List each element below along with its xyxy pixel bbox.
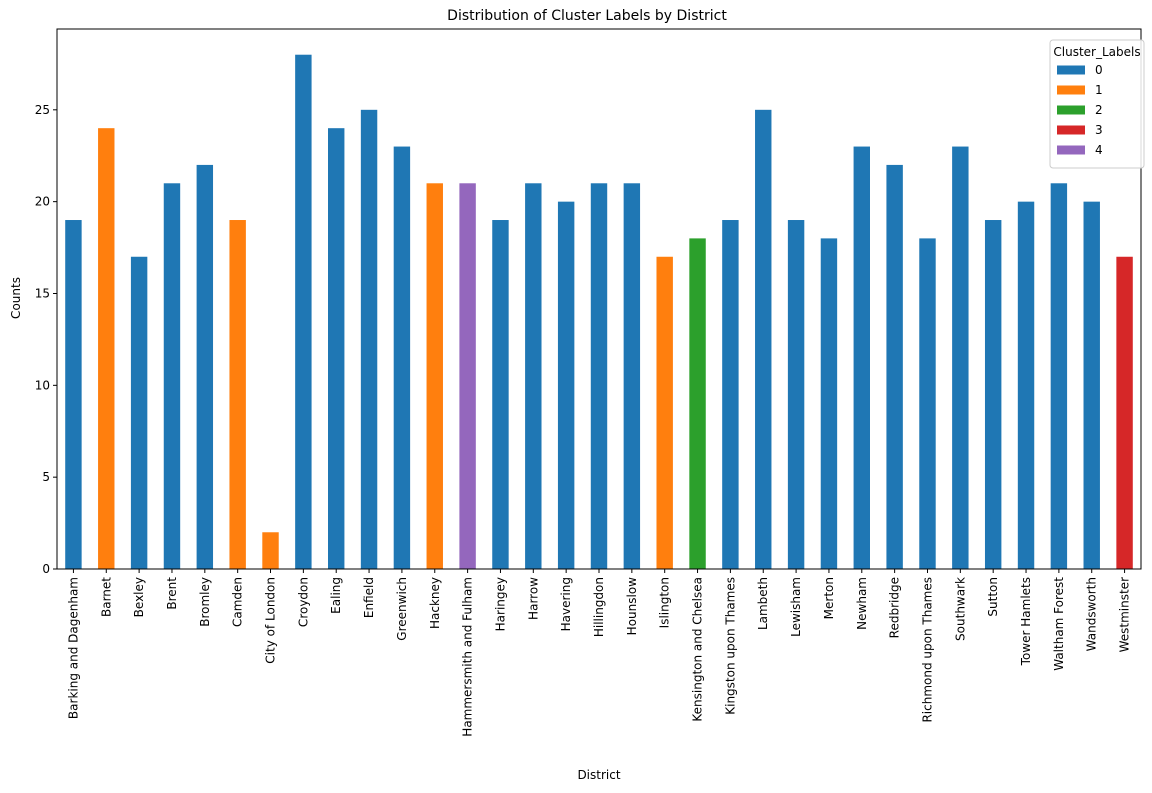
bar-25 <box>886 164 903 569</box>
bar-22 <box>787 220 805 570</box>
bar-6 <box>262 532 279 569</box>
bar-11 <box>426 183 443 570</box>
legend-label-4: 4 <box>1095 143 1103 157</box>
y-tick-label-4: 20 <box>35 195 50 209</box>
y-tick-label-3: 15 <box>35 286 50 300</box>
x-tick-label-18: Islington <box>658 577 672 628</box>
bar-0 <box>65 220 82 570</box>
bar-4 <box>196 164 214 569</box>
x-tick-label-12: Hammersmith and Fulham <box>461 577 475 737</box>
legend-swatch-0 <box>1057 65 1085 75</box>
bar-29 <box>1017 201 1035 569</box>
bar-12 <box>459 183 476 570</box>
legend-title: Cluster_Labels <box>1053 45 1140 59</box>
x-tick-label-30: Waltham Forest <box>1052 577 1066 671</box>
x-tick-label-11: Hackney <box>428 577 442 629</box>
bar-21 <box>755 109 772 569</box>
x-tick-label-31: Wandsworth <box>1085 577 1099 651</box>
x-tick-label-10: Greenwich <box>395 577 409 641</box>
bar-24 <box>853 146 870 569</box>
bar-17 <box>623 183 641 570</box>
x-tick-label-17: Hounslow <box>625 577 639 636</box>
bar-32 <box>1116 256 1133 569</box>
x-tick-labels: Barking and Dagenham Barnet Bexley Brent Bro… <box>66 569 1132 737</box>
x-tick-label-28: Sutton <box>986 577 1000 617</box>
x-tick-label-8: Ealing <box>329 577 343 614</box>
bars-group <box>65 54 1133 570</box>
x-tick-label-16: Hillingdon <box>592 577 606 637</box>
x-tick-label-20: Kingston upon Thames <box>723 577 737 715</box>
chart-title: Distribution of Cluster Labels by Distri… <box>447 8 727 24</box>
x-tick-label-25: Redbridge <box>888 577 902 638</box>
bar-15 <box>557 201 575 569</box>
y-axis-label: Counts <box>9 277 23 319</box>
legend-label-1: 1 <box>1095 83 1103 97</box>
legend-label-2: 2 <box>1095 103 1103 117</box>
legend-swatch-3 <box>1057 125 1085 135</box>
x-tick-label-9: Enfield <box>362 577 376 618</box>
x-tick-label-22: Lewisham <box>789 577 803 637</box>
legend-label-0: 0 <box>1095 63 1103 77</box>
x-tick-label-23: Merton <box>822 577 836 619</box>
bar-23 <box>820 238 838 569</box>
x-tick-label-1: Barnet <box>99 577 113 617</box>
x-axis-label: District <box>577 768 620 782</box>
bar-9 <box>360 109 378 569</box>
x-tick-label-32: Westminster <box>1118 577 1132 652</box>
x-tick-label-3: Brent <box>165 577 179 610</box>
bar-14 <box>525 183 542 570</box>
y-tick-label-1: 5 <box>42 470 50 484</box>
y-tick-label-2: 10 <box>35 378 50 392</box>
bar-3 <box>163 183 181 570</box>
x-tick-label-27: Southwark <box>953 577 967 641</box>
x-tick-label-24: Newham <box>855 577 869 630</box>
x-tick-label-19: Kensington and Chelsea <box>691 577 705 722</box>
bar-27 <box>952 146 969 569</box>
bar-1 <box>98 128 115 570</box>
legend-swatch-2 <box>1057 105 1085 115</box>
bar-13 <box>492 220 509 570</box>
bar-20 <box>722 220 739 570</box>
x-tick-label-29: Tower Hamlets <box>1019 577 1033 666</box>
x-tick-label-7: Croydon <box>296 577 310 627</box>
x-tick-label-2: Bexley <box>132 577 146 617</box>
x-tick-label-26: Richmond upon Thames <box>920 577 934 723</box>
bar-31 <box>1083 201 1100 569</box>
x-tick-label-5: Camden <box>231 577 245 627</box>
bar-10 <box>393 146 411 569</box>
bar-28 <box>984 220 1002 570</box>
legend-label-3: 3 <box>1095 123 1103 137</box>
bar-5 <box>229 220 246 570</box>
y-tick-label-0: 0 <box>42 562 50 576</box>
bar-8 <box>328 128 345 570</box>
bar-18 <box>656 256 673 569</box>
y-tick-label-5: 25 <box>35 103 50 117</box>
y-tick-labels: 0 5 10 15 20 25 <box>35 103 57 576</box>
bar-7 <box>295 54 312 569</box>
x-tick-label-13: Haringey <box>493 577 507 631</box>
x-tick-label-0: Barking and Dagenham <box>66 577 80 719</box>
x-tick-label-15: Havering <box>559 577 573 631</box>
bar-30 <box>1050 183 1068 570</box>
bar-26 <box>919 238 936 569</box>
x-tick-label-4: Bromley <box>198 577 212 627</box>
x-tick-label-6: City of London <box>264 577 278 664</box>
x-tick-label-14: Harrow <box>526 577 540 620</box>
legend-swatch-4 <box>1057 145 1085 155</box>
bar-16 <box>590 183 608 570</box>
bar-2 <box>130 256 148 569</box>
x-tick-label-21: Lambeth <box>756 577 770 630</box>
legend: Cluster_Labels 0 1 2 3 4 <box>1049 39 1145 169</box>
bar-19 <box>689 238 706 569</box>
legend-swatch-1 <box>1057 85 1085 95</box>
